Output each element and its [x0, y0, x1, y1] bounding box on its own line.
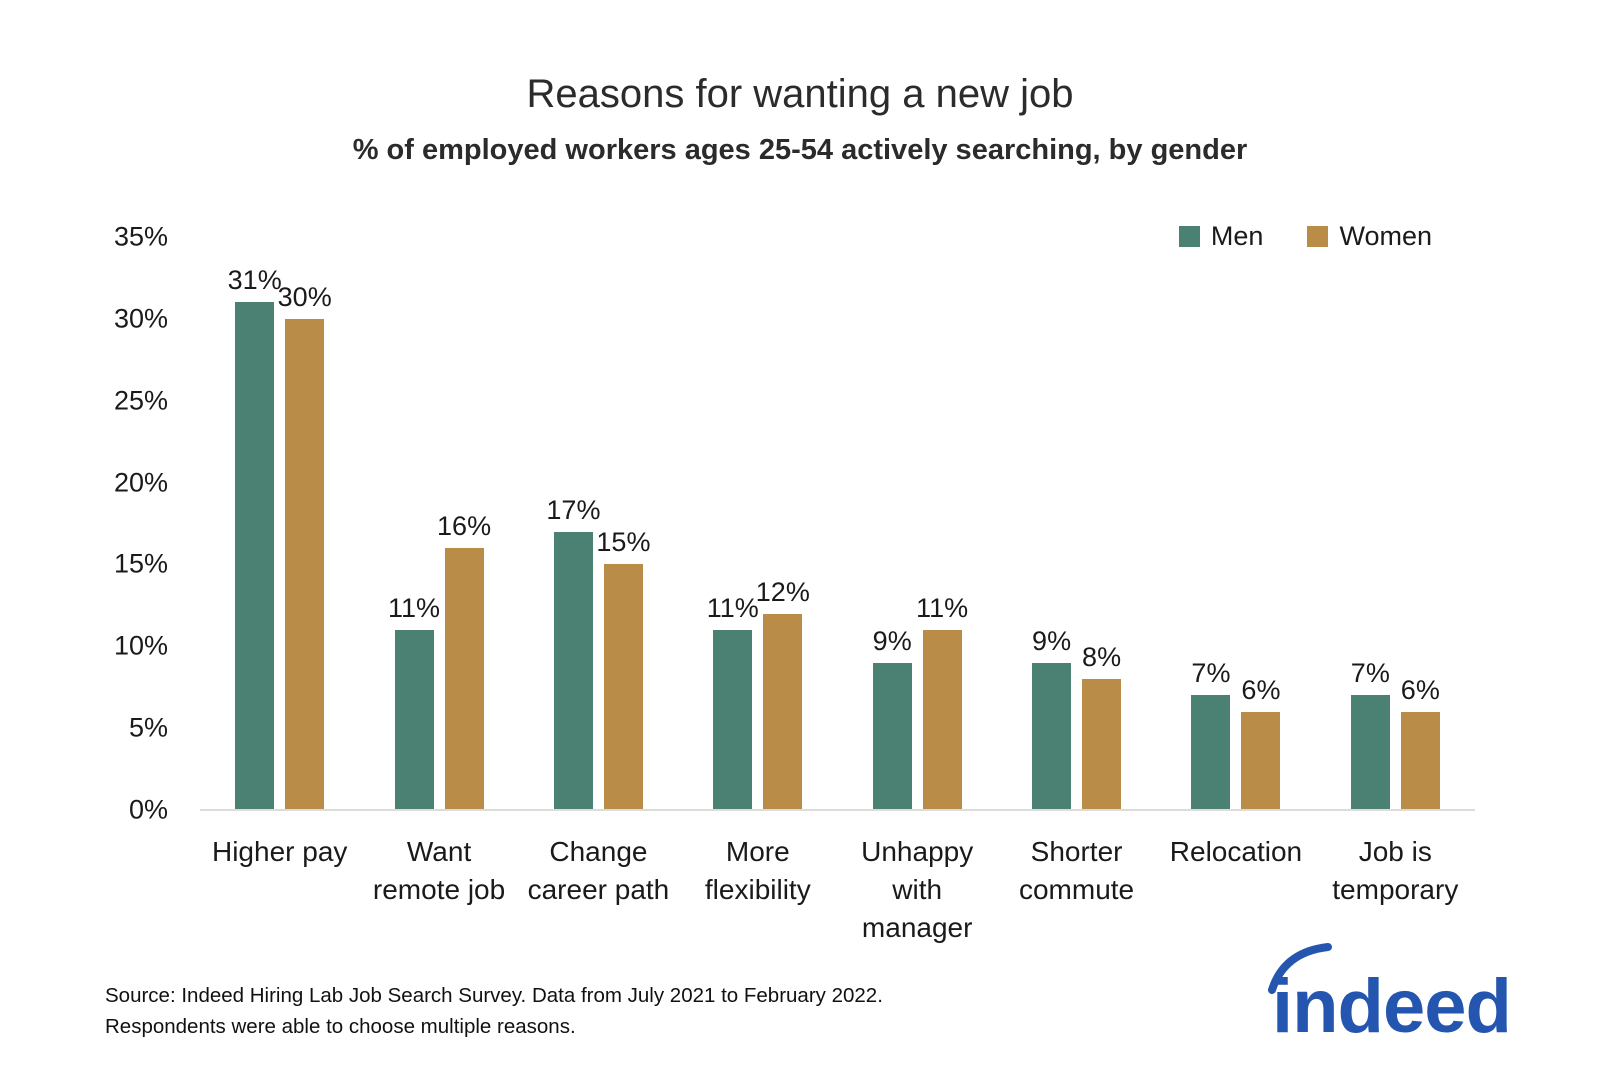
category-label-line: Job is	[1358, 836, 1432, 867]
value-label-men-want-remote-job: 11%	[388, 592, 441, 623]
bar-men-change-career-path	[553, 531, 593, 810]
category-label-line: Change	[549, 836, 648, 867]
value-label-men-unhappy-with-manager: 9%	[872, 625, 912, 656]
legend-item-men: Men	[1178, 221, 1264, 252]
category-label-line: manager	[861, 912, 973, 943]
legend: Men Women	[1178, 221, 1432, 252]
y-tick-35: 35%	[113, 221, 168, 252]
chart-subtitle: % of employed workers ages 25-54 activel…	[352, 134, 1248, 166]
category-label-line: Shorter	[1030, 836, 1123, 867]
category-label-line: commute	[1018, 874, 1135, 905]
category-label-line: Higher pay	[211, 836, 348, 867]
bar-men-shorter-commute	[1032, 662, 1072, 810]
chart-title: Reasons for wanting a new job	[526, 72, 1074, 116]
legend-label-women: Women	[1339, 221, 1432, 251]
category-label-relocation: Relocation	[1126, 833, 1346, 871]
category-label-line: with	[892, 874, 943, 905]
value-label-men-shorter-commute: 9%	[1032, 625, 1072, 656]
value-label-women-higher-pay: 30%	[277, 281, 332, 312]
category-label-want-remote-job: Want remote job	[329, 833, 549, 909]
value-label-men-more-flexibility: 11%	[706, 592, 759, 623]
bar-women-more-flexibility	[763, 613, 803, 810]
category-label-unhappy-with-manager: Unhappy with manager	[807, 833, 1027, 947]
category-label-line: Want	[406, 836, 472, 867]
value-label-men-relocation: 7%	[1191, 658, 1231, 689]
bar-men-unhappy-with-manager	[872, 662, 912, 810]
category-label-higher-pay: Higher pay	[170, 833, 390, 871]
value-label-women-job-is-temporary: 6%	[1400, 674, 1440, 705]
value-label-men-higher-pay: 31%	[227, 265, 282, 296]
indeed-logo-text: indeed	[1272, 964, 1511, 1046]
bar-men-more-flexibility	[713, 629, 753, 810]
bar-women-job-is-temporary	[1400, 711, 1440, 810]
indeed-logo: indeed	[1268, 936, 1548, 1051]
bar-women-higher-pay	[285, 318, 325, 810]
category-label-line: More	[725, 836, 790, 867]
y-tick-30: 30%	[113, 303, 168, 334]
y-tick-10: 10%	[113, 630, 168, 661]
x-axis-baseline	[200, 809, 1475, 811]
bar-women-shorter-commute	[1082, 679, 1122, 810]
value-label-men-change-career-path: 17%	[546, 494, 601, 525]
source-note: Source: Indeed Hiring Lab Job Search Sur…	[105, 980, 883, 1042]
bar-men-job-is-temporary	[1350, 695, 1390, 810]
category-label-line: remote job	[372, 874, 506, 905]
y-tick-15: 15%	[113, 548, 168, 579]
bar-men-want-remote-job	[394, 629, 434, 810]
category-label-line: Relocation	[1169, 836, 1303, 867]
bar-women-change-career-path	[603, 564, 643, 810]
category-label-change-career-path: Change career path	[488, 833, 708, 909]
value-label-women-want-remote-job: 16%	[437, 511, 492, 542]
bar-women-unhappy-with-manager	[922, 629, 962, 810]
value-label-women-shorter-commute: 8%	[1082, 642, 1122, 673]
value-label-women-relocation: 6%	[1241, 674, 1281, 705]
value-label-women-unhappy-with-manager: 11%	[916, 592, 969, 623]
category-label-line: flexibility	[704, 874, 811, 905]
category-label-line: Unhappy	[861, 836, 974, 867]
value-label-women-change-career-path: 15%	[596, 527, 651, 558]
source-line-2: Respondents were able to choose multiple…	[105, 1015, 576, 1038]
y-tick-20: 20%	[113, 467, 168, 498]
indeed-logo-svg: indeed	[1268, 943, 1512, 1049]
legend-swatch-women	[1307, 226, 1329, 247]
legend-item-women: Women	[1307, 221, 1432, 252]
source-line-1: Source: Indeed Hiring Lab Job Search Sur…	[105, 984, 883, 1007]
y-tick-0: 0%	[128, 794, 168, 825]
category-label-line: career path	[527, 874, 670, 905]
legend-label-men: Men	[1210, 221, 1264, 251]
value-label-women-more-flexibility: 12%	[755, 576, 810, 607]
bar-women-want-remote-job	[444, 548, 484, 810]
y-tick-25: 25%	[113, 385, 168, 416]
value-label-men-job-is-temporary: 7%	[1350, 658, 1390, 689]
category-label-line: temporary	[1332, 874, 1459, 905]
bar-men-relocation	[1191, 695, 1231, 810]
bar-men-higher-pay	[235, 302, 275, 810]
y-tick-5: 5%	[128, 712, 168, 743]
indeed-arc-icon	[1268, 943, 1332, 994]
bar-women-relocation	[1241, 711, 1281, 810]
legend-swatch-men	[1178, 226, 1200, 247]
category-label-shorter-commute: Shorter commute	[967, 833, 1187, 909]
category-label-more-flexibility: More flexibility	[648, 833, 868, 909]
category-label-job-is-temporary: Job is temporary	[1285, 833, 1505, 909]
